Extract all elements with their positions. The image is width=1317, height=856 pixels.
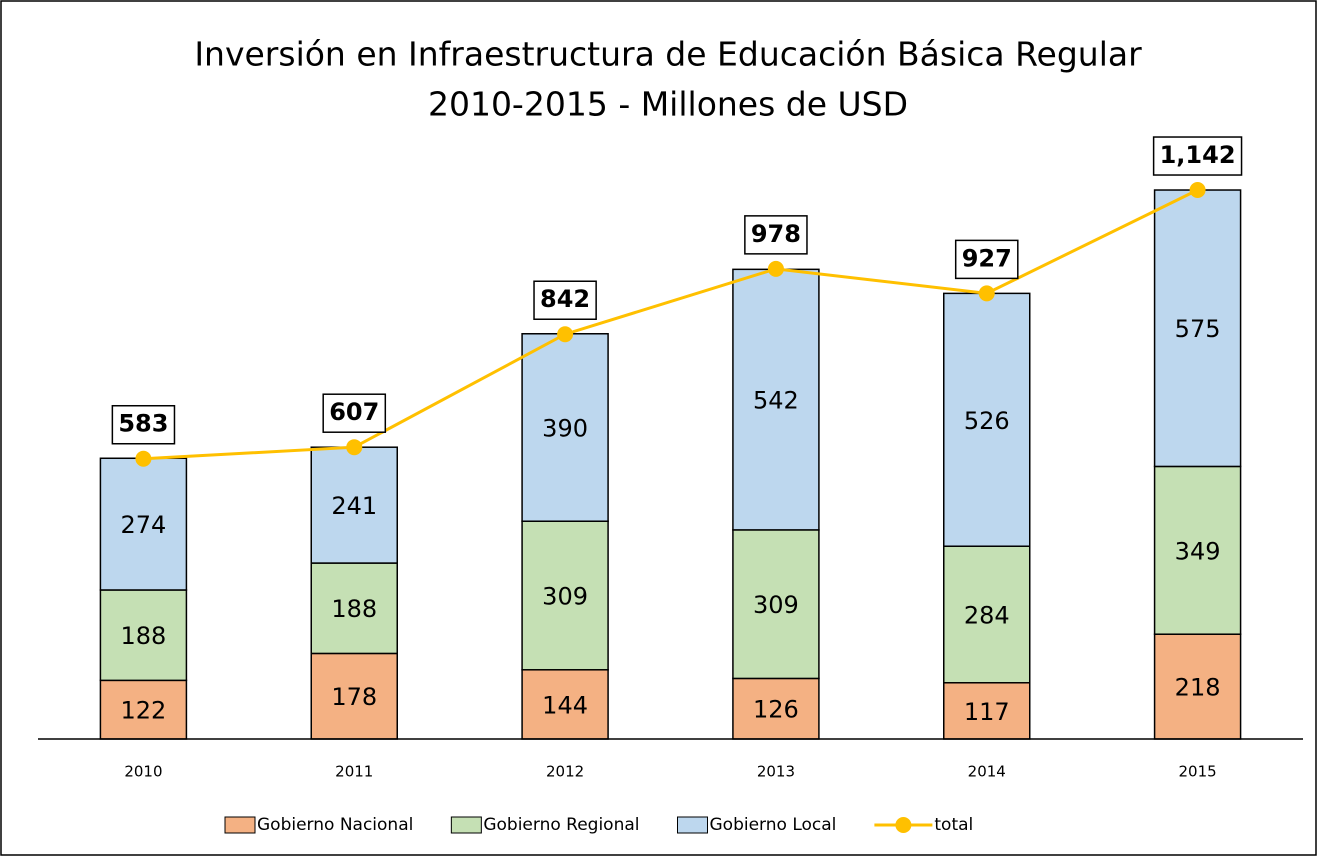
chart-title: Inversión en Infraestructura de Educació… (194, 35, 1142, 74)
bar-segment (943, 292, 1031, 547)
data-label: 241 (331, 492, 377, 520)
bar-segment (99, 679, 188, 740)
data-label: 542 (753, 387, 799, 415)
data-label: 349 (1175, 537, 1221, 565)
bar-segment (732, 677, 820, 740)
total-label-box (533, 280, 597, 320)
legend-swatch (450, 816, 482, 834)
data-label: 122 (121, 697, 167, 725)
bar-segment (732, 529, 820, 680)
data-label: 117 (964, 698, 1010, 726)
total-point (1189, 182, 1206, 199)
total-point (767, 260, 784, 277)
bar-segment (1153, 189, 1242, 468)
total-label: 927 (962, 244, 1012, 272)
legend-swatch (224, 816, 256, 834)
data-label: 218 (1175, 674, 1221, 702)
total-label: 1,142 (1160, 141, 1236, 169)
data-label: 274 (121, 511, 167, 539)
total-label: 607 (329, 398, 379, 426)
bar-segment (732, 268, 820, 531)
total-label-box (322, 393, 387, 433)
bar-segment (310, 652, 398, 740)
total-label: 583 (118, 410, 168, 438)
total-line (143, 188, 1199, 461)
bar-segment (310, 446, 398, 564)
data-label: 309 (542, 583, 588, 611)
total-point (978, 285, 995, 302)
total-point (346, 439, 363, 456)
total-label-box (954, 239, 1019, 280)
bar-segment (1153, 465, 1242, 635)
total-label-box (744, 215, 808, 255)
x-tick-label: 2011 (335, 763, 373, 781)
x-tick-label: 2012 (546, 763, 584, 781)
total-label-box (1152, 136, 1243, 176)
data-label: 284 (964, 601, 1010, 629)
legend-marker (895, 817, 912, 833)
data-label: 575 (1175, 315, 1221, 343)
data-label: 188 (331, 595, 377, 623)
data-label: 126 (753, 696, 799, 724)
legend-label: total (934, 815, 973, 835)
total-label-box (111, 404, 176, 445)
data-label: 526 (964, 407, 1010, 435)
total-point (135, 450, 152, 467)
legend-swatch (677, 816, 708, 834)
legend-label: Gobierno Nacional (257, 815, 413, 835)
bar-segment (521, 333, 609, 522)
chart-title: 2010-2015 - Millones de USD (428, 85, 908, 124)
x-tick-label: 2015 (1178, 763, 1216, 781)
data-label: 390 (542, 414, 588, 442)
data-label: 178 (331, 683, 377, 711)
x-tick-label: 2013 (757, 763, 795, 781)
legend-label: Gobierno Local (710, 815, 837, 835)
data-label: 309 (753, 591, 799, 619)
bar-segment (521, 520, 609, 671)
x-tick-label: 2010 (124, 763, 162, 781)
bar-segment (1153, 633, 1242, 740)
bar-segment (99, 589, 188, 682)
data-label: 188 (121, 622, 167, 650)
x-tick-label: 2014 (968, 763, 1006, 781)
total-point (557, 326, 574, 343)
legend-label: Gobierno Regional (483, 815, 639, 835)
total-label: 978 (751, 220, 801, 248)
total-label: 842 (540, 285, 590, 313)
bar-segment (310, 562, 398, 655)
data-label: 144 (542, 691, 588, 719)
